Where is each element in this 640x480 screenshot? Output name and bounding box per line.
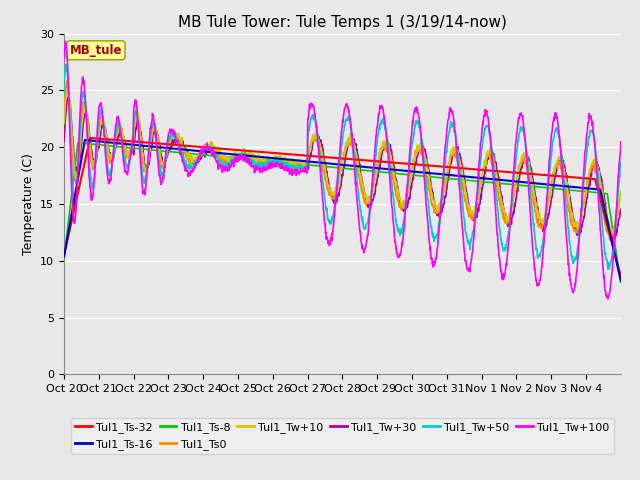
Y-axis label: Temperature (C): Temperature (C): [22, 153, 35, 255]
Legend: Tul1_Ts-32, Tul1_Ts-16, Tul1_Ts-8, Tul1_Ts0, Tul1_Tw+10, Tul1_Tw+30, Tul1_Tw+50,: Tul1_Ts-32, Tul1_Ts-16, Tul1_Ts-8, Tul1_…: [71, 418, 614, 454]
Title: MB Tule Tower: Tule Temps 1 (3/19/14-now): MB Tule Tower: Tule Temps 1 (3/19/14-now…: [178, 15, 507, 30]
Text: MB_tule: MB_tule: [70, 44, 122, 57]
